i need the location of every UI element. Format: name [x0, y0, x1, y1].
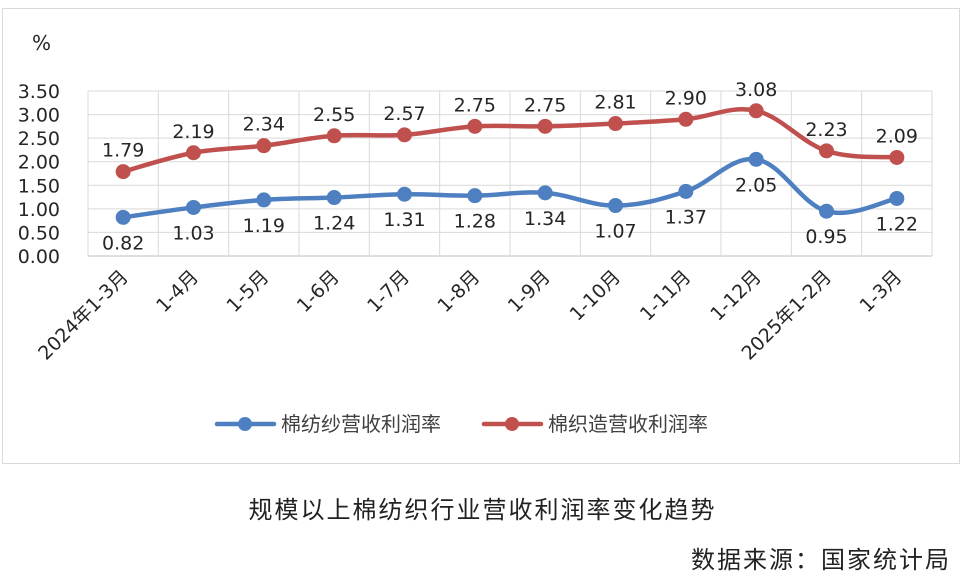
x-tick-label: 1-4月 — [152, 266, 203, 317]
y-tick-label: 2.00 — [18, 152, 60, 174]
data-point — [748, 151, 764, 167]
y-tick-label: 0.00 — [18, 246, 60, 268]
data-point — [537, 118, 553, 134]
data-point — [115, 209, 131, 225]
y-tick-label: 3.50 — [18, 81, 60, 103]
data-label: 2.09 — [876, 125, 918, 147]
data-label: 3.08 — [735, 79, 777, 101]
y-tick-label: 0.50 — [18, 222, 60, 244]
x-tick-label: 1-6月 — [293, 266, 344, 317]
data-point — [115, 164, 131, 180]
data-point — [467, 188, 483, 204]
data-point — [397, 127, 412, 143]
data-label: 1.37 — [665, 206, 707, 228]
chart-source: 数据来源：国家统计局 — [691, 546, 951, 574]
chart-title: 规模以上棉纺织行业营收利润率变化趋势 — [248, 496, 717, 524]
y-tick-label: 2.50 — [18, 128, 60, 150]
data-point — [748, 103, 764, 119]
y-tick-label: 1.50 — [18, 175, 60, 197]
data-label: 2.23 — [805, 119, 847, 141]
chart-frame — [2, 8, 960, 464]
data-point — [608, 198, 623, 214]
data-label: 2.81 — [594, 92, 636, 114]
data-point — [256, 138, 272, 154]
data-point — [186, 145, 201, 161]
x-tick-label: 1-9月 — [504, 266, 555, 317]
legend: 棉纺纱营收利润率 棉织造营收利润率 — [214, 412, 708, 436]
data-label: 2.75 — [454, 94, 496, 116]
line-chart: % 0.000.501.001.502.002.503.003.50 2024年1… — [18, 31, 933, 436]
x-tick-label: 1-7月 — [363, 266, 414, 317]
x-tick-label: 1-5月 — [222, 266, 273, 317]
data-labels: 0.82 1.03 1.19 1.24 1.31 1.28 1.34 1.07 1.37 2.05… — [102, 79, 918, 255]
x-tick-label: 2024年1-3月 — [34, 266, 133, 365]
data-label: 2.55 — [313, 104, 355, 126]
x-tick-label: 1-11月 — [636, 266, 695, 325]
data-point — [819, 143, 834, 159]
data-point — [678, 111, 694, 127]
y-axis-unit-label: % — [32, 31, 51, 55]
data-label: 1.07 — [594, 221, 636, 243]
gridlines — [87, 90, 933, 257]
data-label: 1.22 — [876, 213, 918, 235]
legend-marker — [238, 417, 252, 431]
data-label: 2.19 — [172, 121, 214, 143]
data-label: 1.34 — [524, 208, 566, 230]
data-label: 2.90 — [665, 87, 707, 109]
data-point — [326, 190, 342, 206]
data-label: 2.34 — [243, 114, 285, 136]
data-point — [537, 185, 553, 201]
data-label: 2.57 — [383, 103, 425, 125]
data-label: 2.75 — [524, 94, 566, 116]
y-tick-label: 3.00 — [18, 105, 60, 127]
x-tick-label: 1-10月 — [566, 266, 625, 325]
data-point — [467, 118, 483, 134]
data-point — [678, 183, 694, 199]
x-tick-label: 1-12月 — [706, 266, 765, 325]
data-label: 1.24 — [313, 213, 355, 235]
legend-label: 棉织造营收利润率 — [548, 412, 708, 436]
data-label: 2.05 — [735, 174, 777, 196]
data-point — [608, 116, 623, 132]
data-label: 0.95 — [805, 226, 847, 248]
series-lines — [115, 103, 905, 225]
data-label: 0.82 — [102, 232, 144, 254]
x-tick-label: 1-3月 — [855, 266, 906, 317]
data-point — [819, 203, 834, 219]
data-point — [889, 190, 905, 206]
data-label: 1.79 — [102, 140, 144, 162]
data-point — [889, 149, 905, 165]
y-tick-label: 1.00 — [18, 199, 60, 221]
data-label: 1.03 — [172, 222, 214, 244]
data-label: 1.19 — [243, 215, 285, 237]
legend-label: 棉纺纱营收利润率 — [281, 412, 441, 436]
legend-marker — [505, 417, 519, 431]
data-label: 1.28 — [454, 211, 496, 233]
data-point — [326, 128, 342, 144]
data-point — [256, 192, 272, 208]
data-label: 1.31 — [383, 209, 425, 231]
data-point — [397, 186, 412, 202]
data-point — [186, 199, 201, 215]
x-tick-label: 1-8月 — [433, 266, 484, 317]
